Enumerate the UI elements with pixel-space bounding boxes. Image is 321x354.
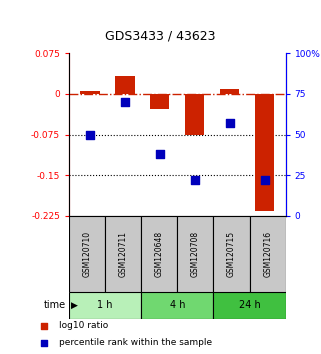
Point: [42, 323, 47, 329]
Text: GDS3433 / 43623: GDS3433 / 43623: [105, 29, 216, 42]
Point: [227, 120, 232, 126]
Text: ▶: ▶: [71, 301, 77, 310]
Text: percentile rank within the sample: percentile rank within the sample: [59, 338, 213, 347]
Bar: [150, 94, 169, 109]
Text: 1 h: 1 h: [97, 300, 113, 310]
Bar: [255, 94, 274, 211]
Text: 4 h: 4 h: [169, 300, 185, 310]
Text: log10 ratio: log10 ratio: [59, 321, 108, 331]
Bar: [105, 216, 141, 292]
Text: GSM120715: GSM120715: [227, 231, 236, 277]
Point: [122, 99, 127, 105]
Text: GSM120716: GSM120716: [263, 231, 272, 277]
Text: 24 h: 24 h: [239, 300, 260, 310]
Bar: [69, 216, 105, 292]
Bar: [141, 292, 213, 319]
Point: [157, 151, 162, 157]
Bar: [220, 90, 239, 94]
Bar: [115, 76, 134, 94]
Text: GSM120710: GSM120710: [82, 231, 91, 277]
Bar: [213, 216, 250, 292]
Point: [192, 177, 197, 183]
Text: GSM120648: GSM120648: [155, 231, 164, 277]
Bar: [177, 216, 213, 292]
Bar: [69, 292, 141, 319]
Text: GSM120711: GSM120711: [119, 231, 128, 277]
Point: [42, 340, 47, 346]
Bar: [80, 91, 100, 94]
Point: [87, 132, 92, 137]
Bar: [213, 292, 286, 319]
Text: GSM120708: GSM120708: [191, 231, 200, 277]
Bar: [141, 216, 178, 292]
Bar: [250, 216, 286, 292]
Text: time: time: [44, 300, 66, 310]
Bar: [185, 94, 204, 135]
Point: [262, 177, 267, 183]
